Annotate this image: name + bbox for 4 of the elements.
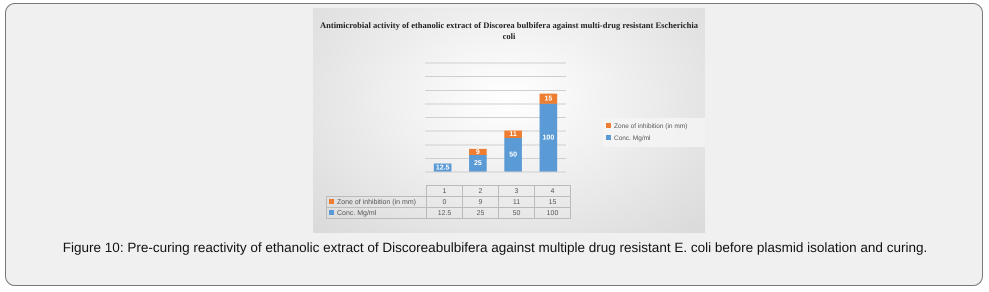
bar bbox=[504, 138, 522, 172]
bar bbox=[540, 104, 558, 172]
caption: Figure 10: Pre-curing reactivity of ethanolic extract of Discoreabulbifera against multiple drug resistant E. coli before plasmid isolation and curing. bbox=[62, 239, 928, 257]
chart-title: Antimicrobial activity of ethanolic extract of Discorea bulbifera against multi-drug resistant Escherichia coli bbox=[319, 20, 699, 42]
